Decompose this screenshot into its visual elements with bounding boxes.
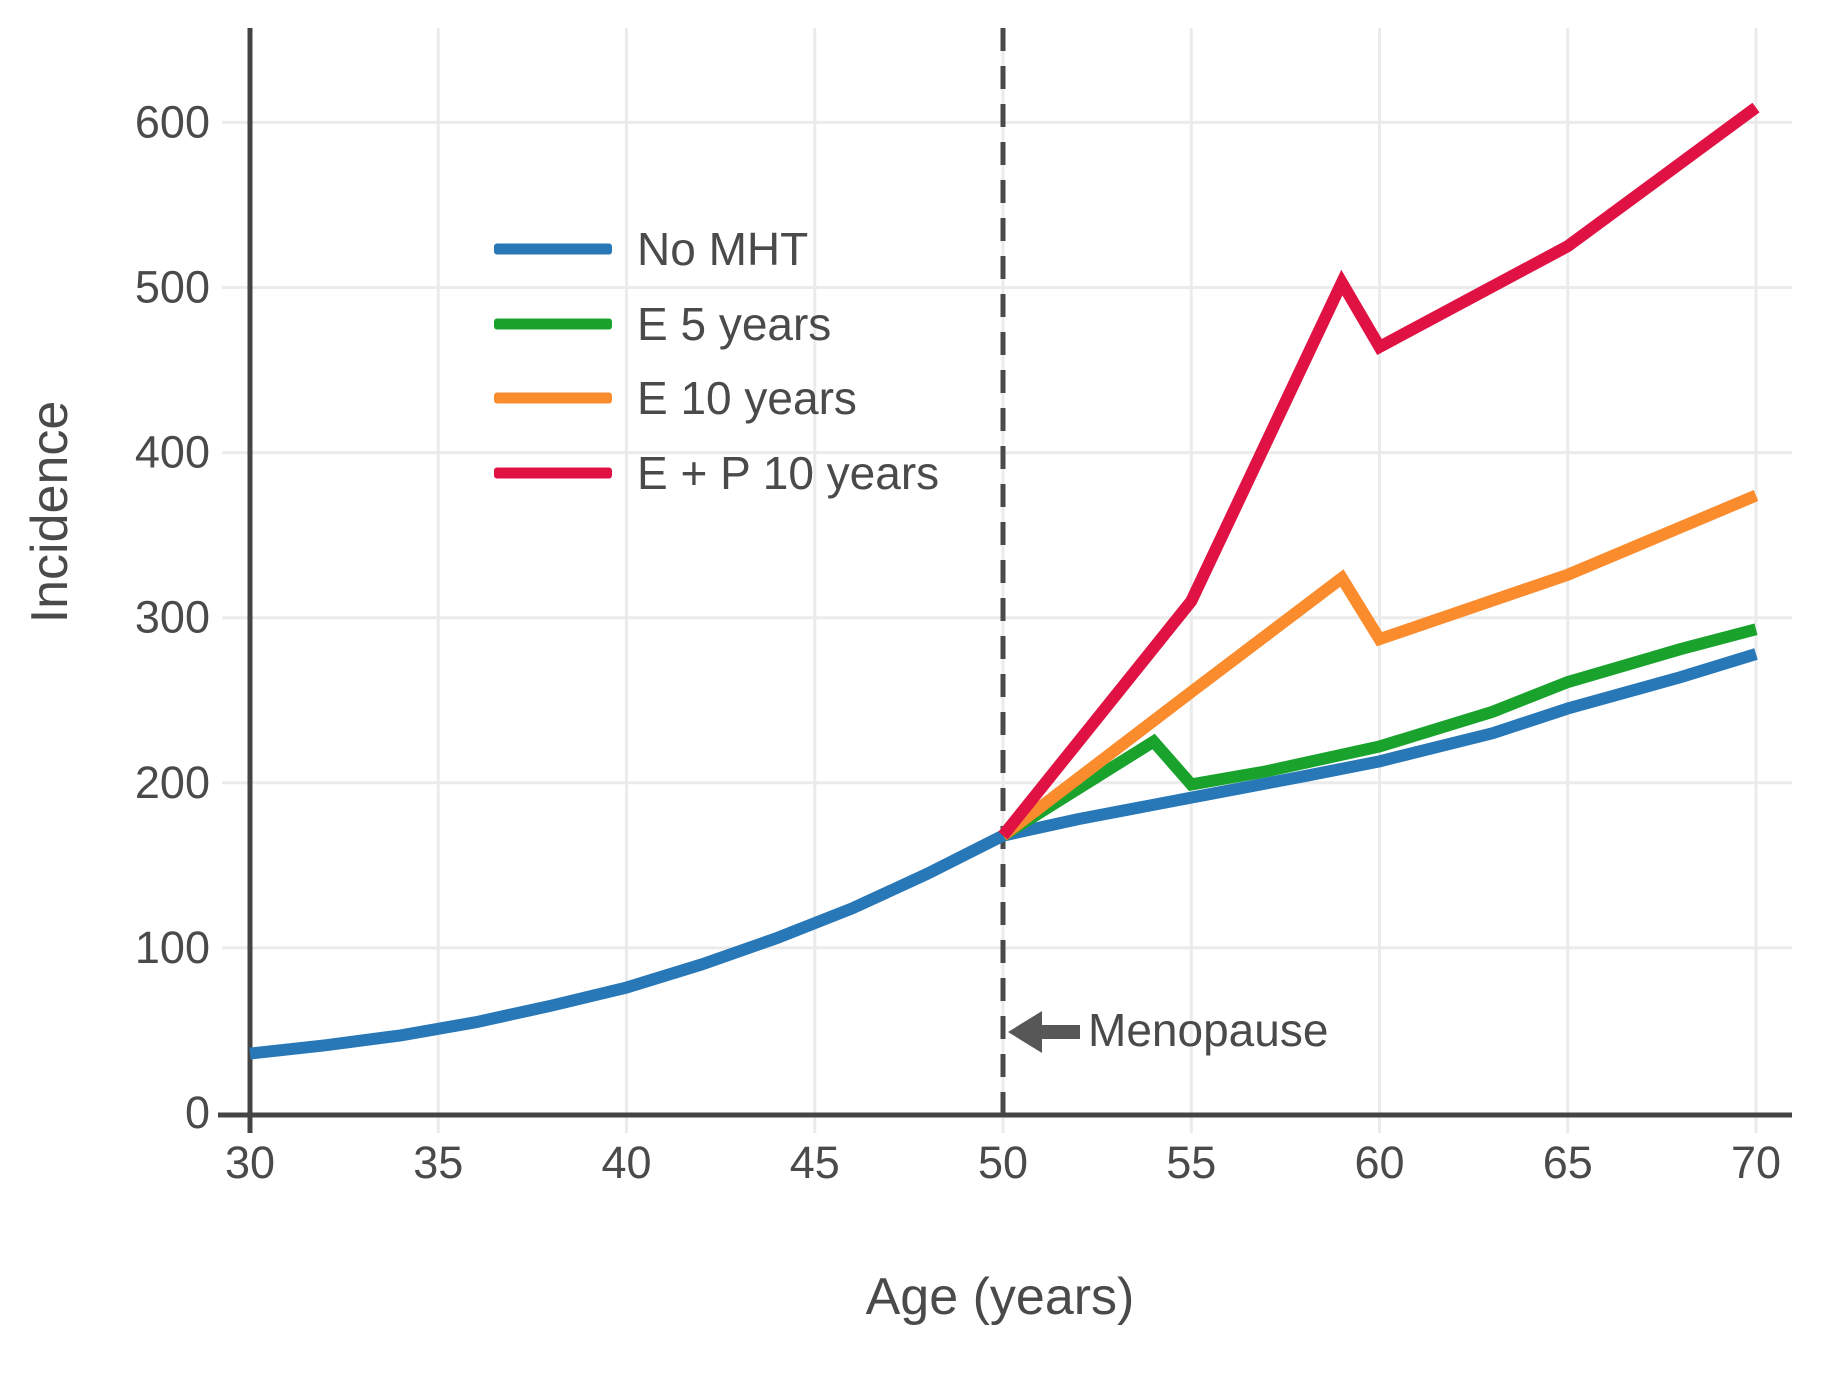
x-tick-label: 45 [790, 1137, 840, 1188]
legend-label-e-p-10-years: E + P 10 years [637, 447, 939, 499]
y-axis-title: Incidence [21, 400, 79, 624]
x-tick-label: 40 [601, 1137, 651, 1188]
legend-label-e-5-years: E 5 years [637, 298, 831, 350]
x-tick-label: 30 [225, 1137, 275, 1188]
x-axis-title: Age (years) [865, 1268, 1135, 1326]
x-tick-label: 35 [413, 1137, 463, 1188]
y-tick-label: 300 [135, 592, 210, 643]
left-arrow-icon [1008, 1011, 1080, 1053]
legend-swatch-no-mht [494, 243, 612, 255]
x-tick-label: 65 [1543, 1137, 1593, 1188]
legend-label-e-10-years: E 10 years [637, 372, 857, 424]
legend-swatch-e-5-years [494, 318, 612, 330]
x-tick-label: 70 [1731, 1137, 1781, 1188]
legend-swatch-e-p-10-years [494, 467, 612, 479]
y-tick-label: 400 [135, 427, 210, 478]
y-tick-label: 500 [135, 262, 210, 313]
x-tick-label: 50 [978, 1137, 1028, 1188]
legend-label-no-mht: No MHT [637, 223, 808, 275]
y-tick-label: 100 [135, 922, 210, 973]
series-line-e-5-years [999, 623, 1758, 841]
y-tick-label: 200 [135, 757, 210, 808]
x-tick-label: 55 [1166, 1137, 1216, 1188]
series-line-e-10-years [999, 489, 1759, 841]
series-line-no-mht [249, 648, 1758, 1060]
series-line-e-p-10-years [998, 102, 1760, 840]
x-tick-label: 60 [1354, 1137, 1404, 1188]
legend-swatch-e-10-years [494, 392, 612, 404]
menopause-annotation-label: Menopause [1088, 1004, 1329, 1056]
y-tick-label: 0 [185, 1087, 210, 1138]
y-tick-label: 600 [135, 96, 210, 147]
